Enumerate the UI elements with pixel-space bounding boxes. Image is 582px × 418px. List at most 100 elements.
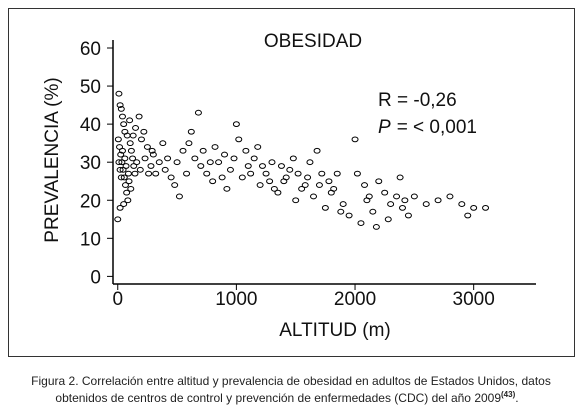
point [147, 163, 155, 169]
y-tick-label: 30 [80, 153, 101, 174]
point [232, 121, 240, 128]
point [183, 170, 191, 177]
point [116, 166, 124, 173]
x-tick-label: 0 [112, 289, 123, 310]
point [179, 147, 187, 154]
point [218, 174, 226, 181]
caption-line: obtenidos de centros de control y preven… [55, 390, 518, 405]
point [175, 193, 183, 200]
point [136, 166, 144, 173]
point [140, 128, 148, 135]
point [458, 201, 466, 207]
point [126, 140, 134, 147]
point [375, 178, 383, 185]
point [381, 189, 389, 196]
point [353, 170, 361, 177]
caption-ref: (43) [501, 390, 516, 399]
y-axis-title: PREVALENCIA (%) [42, 77, 63, 242]
x-tick-label: 3000 [453, 289, 495, 310]
point [396, 174, 404, 181]
point [121, 155, 129, 162]
r-annotation: R = -0,26 [378, 90, 457, 111]
point [120, 174, 128, 181]
point [185, 140, 193, 147]
point [131, 170, 139, 177]
point [262, 170, 270, 177]
point [117, 151, 125, 158]
point [116, 102, 124, 108]
point [167, 174, 175, 181]
point [115, 159, 123, 166]
point [221, 151, 229, 158]
frame [8, 8, 575, 357]
point [199, 147, 207, 154]
y-tick-label: 50 [80, 77, 101, 98]
y-tick-label: 20 [80, 191, 101, 212]
point [393, 193, 401, 200]
point [321, 204, 329, 211]
point [404, 212, 412, 219]
point [159, 140, 167, 147]
point [164, 155, 172, 162]
point [194, 109, 202, 116]
point [114, 216, 122, 223]
point [118, 147, 126, 154]
point [304, 174, 312, 181]
point [242, 147, 250, 154]
y-tick-label: 0 [90, 267, 101, 288]
point [310, 193, 318, 200]
point [258, 163, 266, 169]
point [401, 197, 409, 204]
point [197, 163, 205, 169]
point [191, 155, 199, 162]
point [292, 197, 300, 204]
point [250, 155, 258, 162]
point [351, 136, 359, 143]
point [141, 155, 149, 162]
point [301, 182, 309, 188]
point [398, 204, 406, 211]
point [155, 159, 163, 166]
chart-title: OBESIDAD [264, 31, 362, 52]
point [318, 170, 326, 177]
point [152, 170, 160, 177]
point [286, 166, 294, 173]
point [125, 178, 133, 185]
point [238, 174, 246, 181]
point [434, 197, 442, 204]
point [230, 155, 238, 162]
point [129, 155, 137, 162]
point [171, 182, 179, 188]
x-axis-title: ALTITUD (m) [279, 320, 391, 341]
point [470, 204, 478, 211]
point [114, 136, 122, 143]
point [120, 121, 128, 128]
point [266, 178, 274, 185]
point [446, 193, 454, 200]
y-tick-label: 10 [80, 229, 101, 250]
point [215, 159, 223, 166]
point [116, 204, 124, 211]
point [143, 144, 151, 150]
x-tick-label: 2000 [334, 289, 376, 310]
point [120, 201, 128, 207]
point [337, 208, 345, 215]
point [124, 197, 132, 204]
point [124, 170, 132, 177]
caption-text: obtenidos de centros de control y preven… [55, 391, 501, 405]
p-value: = < 0,001 [397, 117, 477, 138]
point [313, 147, 321, 154]
point [148, 147, 156, 154]
point [121, 182, 129, 188]
point [333, 170, 341, 177]
point [357, 220, 365, 226]
point [482, 204, 490, 211]
point [289, 155, 297, 162]
point [117, 174, 125, 181]
point [203, 170, 211, 177]
point [132, 125, 140, 131]
point [256, 182, 264, 188]
point [115, 90, 123, 97]
y-tick-label: 40 [80, 115, 101, 136]
y-tick-label: 60 [80, 39, 101, 60]
